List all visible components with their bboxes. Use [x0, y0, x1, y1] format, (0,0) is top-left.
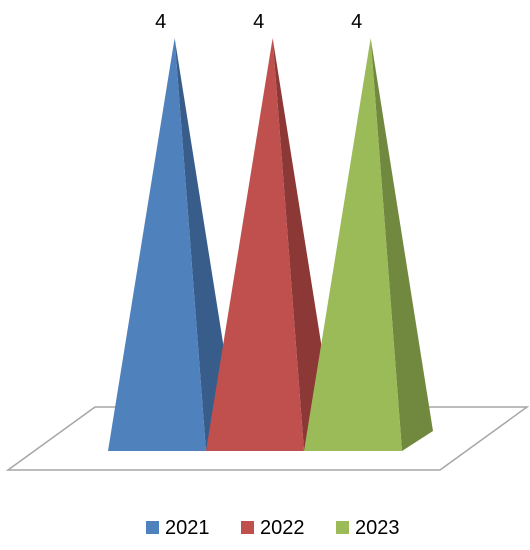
data-label-2022: 4 — [253, 11, 264, 33]
pyramid-2022 — [206, 38, 335, 451]
legend-item-2022: 2022 — [241, 517, 305, 539]
legend-item-2021: 2021 — [146, 517, 210, 539]
pyramid-side-face-2023 — [370, 38, 433, 451]
legend-label-2022: 2022 — [260, 517, 305, 539]
data-label-2023: 4 — [351, 11, 362, 33]
pyramid-side-face-2021 — [174, 38, 237, 451]
pyramid-side-face-2022 — [272, 38, 335, 451]
pyramid-front-face-2023 — [304, 38, 402, 451]
legend: 2021 2022 2023 — [146, 517, 400, 539]
legend-swatch-2023 — [336, 521, 349, 534]
pyramid-2021 — [108, 38, 237, 451]
legend-swatch-2021 — [146, 521, 159, 534]
data-labels-layer: 4 4 4 — [155, 11, 362, 33]
legend-item-2023: 2023 — [336, 517, 400, 539]
data-label-2021: 4 — [155, 11, 166, 33]
pyramid-front-face-2022 — [206, 38, 304, 451]
chart-marks-layer — [108, 38, 433, 451]
legend-swatch-2022 — [241, 521, 254, 534]
pyramid-2023 — [304, 38, 433, 451]
legend-label-2023: 2023 — [355, 517, 400, 539]
pyramid-front-face-2021 — [108, 38, 206, 451]
legend-label-2021: 2021 — [165, 517, 210, 539]
